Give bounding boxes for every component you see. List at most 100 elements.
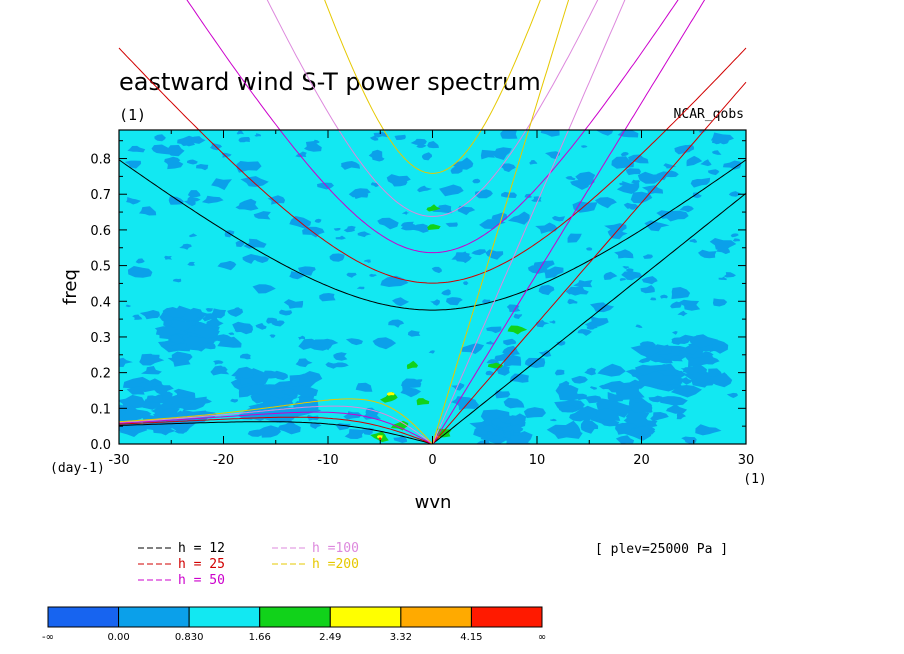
contour-patch xyxy=(509,446,520,451)
contour-patch xyxy=(150,385,174,396)
contour-patch xyxy=(132,314,143,320)
gravity-wave-curve xyxy=(118,47,747,284)
high-power-patch xyxy=(416,398,430,406)
contour-patch xyxy=(504,431,533,444)
contour-patch xyxy=(187,159,198,165)
peak-power-patch xyxy=(378,437,382,440)
x-axis-label: wvn xyxy=(415,492,452,513)
contour-patch xyxy=(295,151,307,158)
contour-patch xyxy=(277,420,301,435)
contour-patch xyxy=(619,278,627,282)
contour-patch xyxy=(348,188,371,198)
contour-patch xyxy=(640,285,655,294)
contour-patch xyxy=(188,233,198,238)
contour-patch xyxy=(430,299,440,306)
legend-label: h =200 xyxy=(312,557,359,572)
contour-patch xyxy=(289,271,306,280)
contour-patch xyxy=(666,404,688,414)
contour-patch xyxy=(559,405,576,413)
contour-patch xyxy=(681,436,697,444)
contour-patch xyxy=(241,137,250,142)
contour-patch xyxy=(689,238,698,243)
contour-patch xyxy=(722,160,742,170)
contour-patch xyxy=(234,307,241,311)
contour-patch xyxy=(262,370,285,379)
contour-patch xyxy=(589,386,598,390)
contour-patch xyxy=(205,308,213,312)
x-tick-label: 10 xyxy=(529,453,546,468)
contour-patch xyxy=(333,362,349,368)
contour-patch xyxy=(201,342,216,350)
contour-patch xyxy=(555,420,582,436)
contour-patch xyxy=(126,197,141,205)
kelvin-curve xyxy=(432,0,706,445)
contour-patch xyxy=(298,338,318,350)
x-tick-label: -20 xyxy=(213,453,234,468)
contour-patch xyxy=(217,336,242,348)
contour-patch xyxy=(167,145,185,157)
contour-patch xyxy=(243,238,267,249)
contour-patch xyxy=(173,388,195,398)
kelvin-curve xyxy=(432,192,747,445)
contour-patch xyxy=(227,308,244,317)
contour-patch xyxy=(428,350,435,354)
contour-patch xyxy=(228,332,235,335)
contour-patch xyxy=(573,280,593,288)
contour-patch xyxy=(439,184,464,197)
contour-patch xyxy=(712,140,721,145)
contour-patch xyxy=(711,150,722,155)
contour-patch xyxy=(369,273,377,277)
contour-patch xyxy=(165,308,187,318)
contour-patch xyxy=(617,130,639,138)
contour-patch xyxy=(266,317,278,324)
contour-patch xyxy=(261,408,292,423)
contour-patch xyxy=(386,174,411,186)
contour-patch xyxy=(622,266,630,269)
contour-patch xyxy=(298,266,316,276)
rossby-curve xyxy=(118,411,433,445)
x-tick-label: 0 xyxy=(428,453,436,468)
contour-patch xyxy=(168,196,184,205)
contour-patch xyxy=(706,372,733,388)
contour-patch xyxy=(313,338,339,351)
contour-patch xyxy=(267,195,286,205)
contour-patch xyxy=(400,385,422,398)
contour-patch xyxy=(607,392,625,402)
contour-patch xyxy=(124,160,142,169)
contour-patch xyxy=(718,276,727,281)
kelvin-curve xyxy=(432,81,747,445)
contour-patch xyxy=(723,272,736,278)
y-tick-label: 0.6 xyxy=(90,224,111,239)
contour-patch xyxy=(141,366,162,375)
contour-patch xyxy=(445,222,458,227)
contour-patch xyxy=(556,341,566,346)
contour-patch xyxy=(355,382,373,392)
contour-patch xyxy=(630,191,653,204)
contour-patch xyxy=(333,228,341,231)
contour-patch xyxy=(167,354,191,367)
contour-patch xyxy=(346,272,357,278)
contour-patch xyxy=(127,145,146,153)
contour-patch xyxy=(254,255,270,263)
contour-patch xyxy=(543,266,564,279)
contour-patch xyxy=(401,211,410,215)
contour-patch xyxy=(127,266,153,278)
kelvin-curve xyxy=(432,0,570,445)
contour-patch xyxy=(242,254,259,264)
contour-patch xyxy=(482,425,495,432)
contour-patch xyxy=(417,185,433,193)
y-axis-units: (day-1) xyxy=(50,461,105,476)
y-axis-label: freq xyxy=(60,269,81,305)
colorbar-segment xyxy=(400,606,472,628)
contour-patch xyxy=(571,375,588,384)
contour-patch xyxy=(356,286,365,290)
contour-patch xyxy=(672,331,678,335)
contour-patch xyxy=(571,405,597,423)
contour-patch xyxy=(341,161,361,170)
contour-patch xyxy=(479,219,506,229)
contour-patch xyxy=(343,411,362,420)
contour-patch xyxy=(421,152,432,161)
contour-patch xyxy=(670,301,682,309)
x-tick-label: 30 xyxy=(738,453,755,468)
contour-patch xyxy=(400,223,416,231)
